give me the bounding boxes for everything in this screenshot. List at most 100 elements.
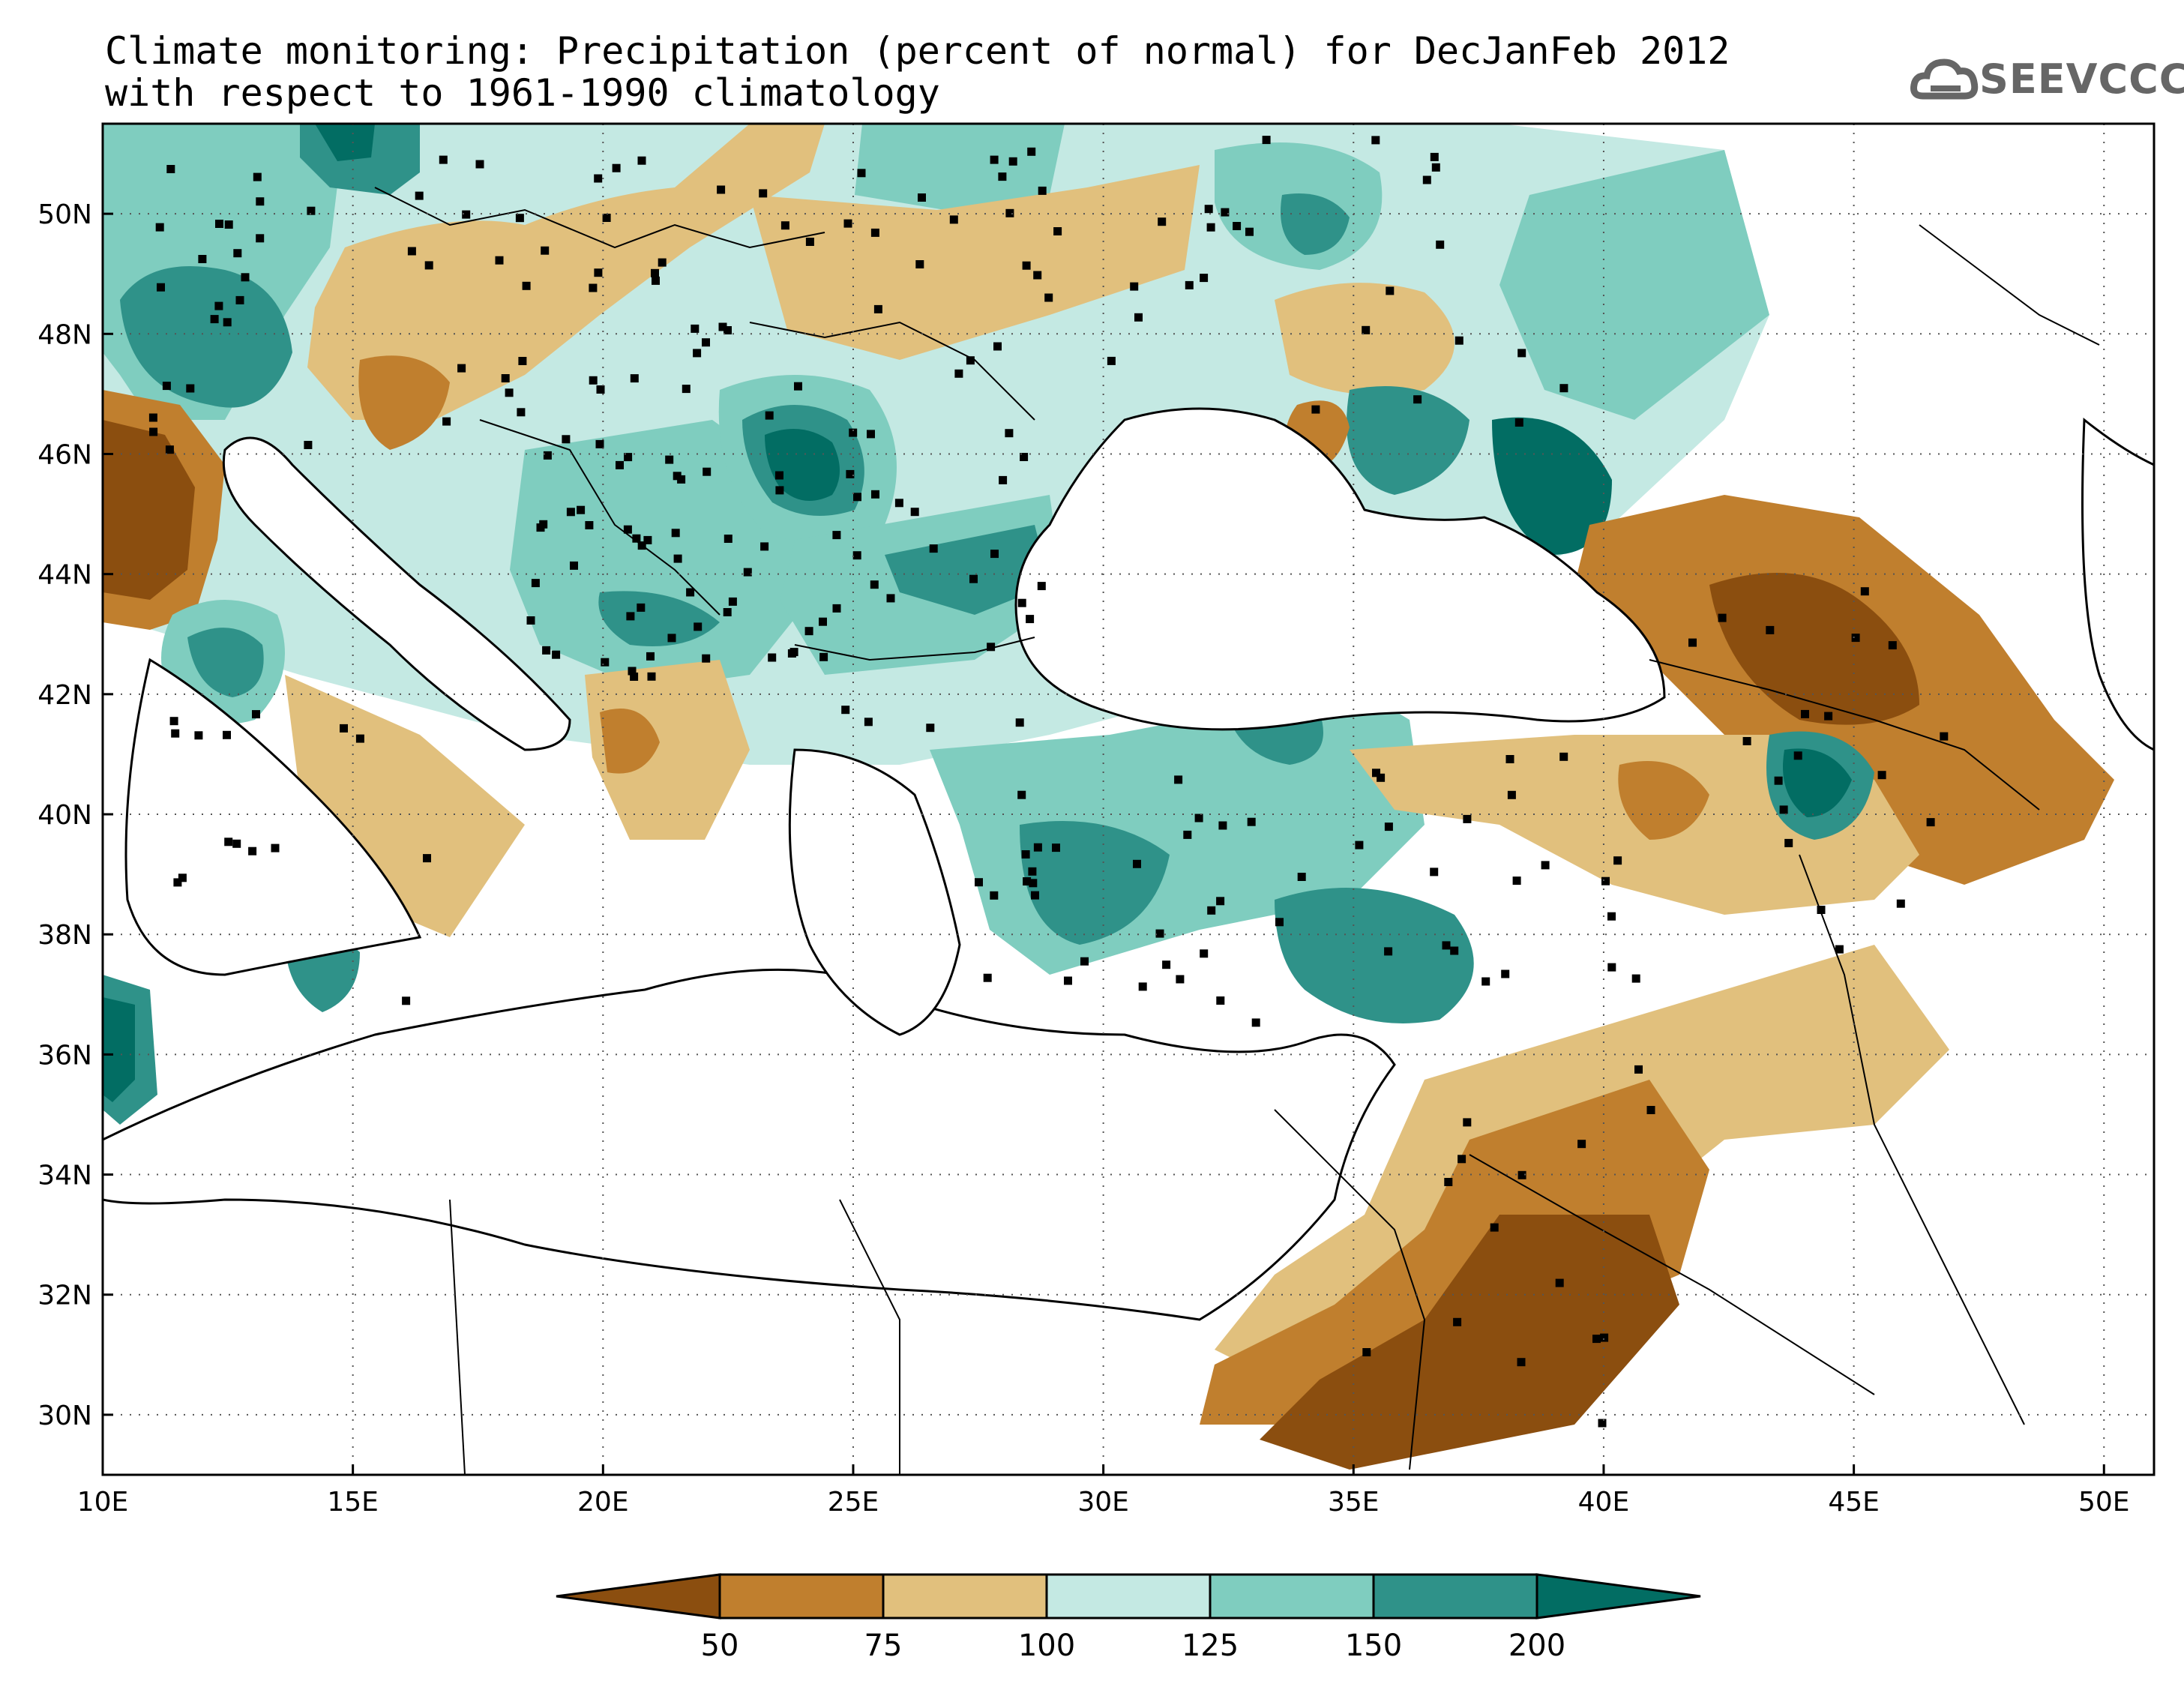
- station-marker: [1512, 876, 1521, 885]
- colorbar-label: 150: [1345, 1629, 1402, 1663]
- station-marker: [1634, 1065, 1643, 1074]
- station-marker: [541, 246, 550, 255]
- station-marker: [1038, 186, 1047, 195]
- station-marker: [702, 654, 711, 663]
- station-marker: [780, 221, 789, 230]
- station-marker: [271, 844, 280, 852]
- station-marker: [1028, 867, 1037, 876]
- lat-tick-label: 46N: [37, 439, 92, 470]
- station-marker: [857, 169, 866, 178]
- station-marker: [1507, 790, 1516, 799]
- station-marker: [1835, 945, 1844, 954]
- station-marker: [1817, 906, 1826, 914]
- station-marker: [1824, 712, 1833, 721]
- station-marker: [1592, 1335, 1601, 1344]
- station-marker: [975, 878, 983, 887]
- station-marker: [415, 191, 424, 200]
- station-marker: [682, 385, 691, 394]
- station-marker: [1505, 755, 1514, 763]
- station-marker: [1107, 356, 1116, 365]
- station-marker: [647, 672, 656, 681]
- station-marker: [1688, 638, 1697, 647]
- station-marker: [162, 382, 171, 391]
- seevccc-logo-text: SEEVCCC: [1979, 55, 2184, 103]
- station-marker: [623, 525, 632, 534]
- station-marker: [805, 238, 814, 246]
- station-marker: [542, 646, 551, 655]
- station-marker: [993, 342, 1002, 351]
- station-marker: [724, 535, 732, 543]
- station-marker: [794, 382, 802, 391]
- station-marker: [626, 612, 635, 621]
- station-marker: [1362, 325, 1371, 334]
- station-marker: [1033, 843, 1042, 852]
- station-marker: [637, 156, 646, 165]
- station-marker: [186, 384, 195, 393]
- station-marker: [760, 542, 769, 551]
- station-marker: [832, 604, 841, 613]
- station-marker: [652, 276, 660, 285]
- station-marker: [1442, 941, 1451, 950]
- station-marker: [728, 597, 737, 606]
- station-marker: [210, 315, 219, 324]
- station-marker: [1207, 906, 1216, 915]
- station-marker: [402, 996, 411, 1005]
- station-marker: [1133, 859, 1141, 868]
- lat-tick-label: 38N: [37, 920, 92, 951]
- station-marker: [214, 301, 223, 310]
- station-marker: [1005, 208, 1014, 217]
- station-marker: [155, 223, 164, 232]
- station-marker: [804, 627, 813, 636]
- station-marker: [233, 249, 242, 258]
- station-marker: [223, 730, 231, 739]
- station-marker: [1718, 613, 1727, 622]
- station-marker: [819, 617, 827, 626]
- station-marker: [1453, 1317, 1462, 1326]
- station-marker: [775, 471, 783, 480]
- lat-tick-label: 34N: [37, 1161, 92, 1191]
- cloud-icon: [1910, 58, 1979, 100]
- station-marker: [1384, 947, 1393, 956]
- station-marker: [165, 445, 174, 454]
- station-marker: [1020, 453, 1029, 461]
- station-marker: [1601, 876, 1610, 885]
- station-marker: [864, 718, 873, 727]
- lat-tick-label: 48N: [37, 319, 92, 350]
- station-marker: [232, 839, 241, 848]
- station-marker: [1490, 1223, 1499, 1232]
- station-marker: [1233, 222, 1242, 230]
- station-marker: [723, 608, 732, 616]
- station-marker: [1015, 718, 1024, 727]
- colorbar-label: 50: [701, 1629, 739, 1663]
- station-marker: [536, 523, 545, 532]
- station-marker: [867, 430, 875, 439]
- station-marker: [1413, 395, 1422, 404]
- station-marker: [983, 973, 992, 982]
- station-marker: [1422, 175, 1431, 184]
- station-marker: [667, 634, 676, 643]
- station-marker: [543, 451, 552, 460]
- station-marker: [1888, 641, 1897, 650]
- station-marker: [999, 475, 1008, 484]
- station-marker: [843, 219, 852, 228]
- station-marker: [1130, 282, 1139, 291]
- station-marker: [894, 499, 903, 508]
- station-marker: [1481, 977, 1490, 986]
- station-marker: [759, 189, 768, 198]
- station-marker: [1784, 838, 1793, 847]
- station-marker: [589, 283, 598, 292]
- station-marker: [1501, 969, 1510, 978]
- station-marker: [949, 215, 958, 224]
- station-marker: [1600, 1333, 1609, 1342]
- station-marker: [424, 261, 433, 270]
- station-marker: [531, 579, 540, 588]
- lon-tick-label: 10E: [77, 1487, 129, 1518]
- station-marker: [1559, 752, 1568, 761]
- station-marker: [651, 268, 659, 277]
- station-marker: [870, 228, 879, 237]
- station-marker: [1218, 821, 1227, 830]
- station-marker: [570, 561, 578, 570]
- station-marker: [871, 490, 879, 499]
- station-marker: [1033, 271, 1042, 280]
- station-marker: [518, 357, 527, 365]
